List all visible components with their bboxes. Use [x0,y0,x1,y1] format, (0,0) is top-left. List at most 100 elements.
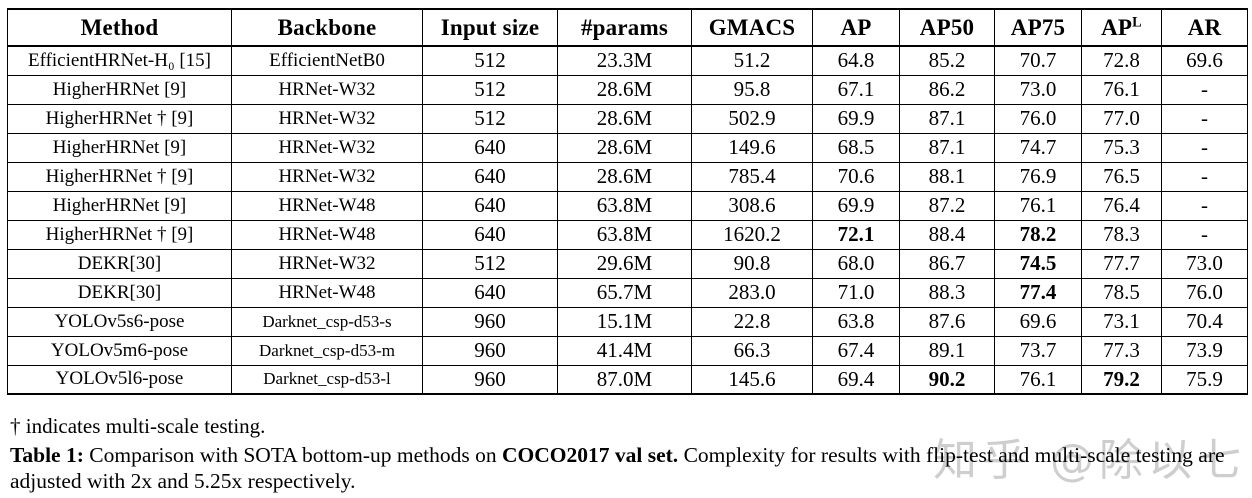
cell-method: HigherHRNet † [9] [7,161,232,192]
cell-backbone: Darknet_csp-d53-m [231,335,423,366]
column-header-superscript: L [1132,13,1142,30]
cell-ap-l: 76.5 [1081,161,1162,192]
cell-params: 28.6M [557,74,692,105]
cell-ap-l: 75.3 [1081,132,1162,163]
table-header: Method Backbone Input size #params GMACS AP AP… [7,8,1248,47]
table-caption: Table 1: Comparison with SOTA bottom-up … [10,442,1246,494]
cell-ap: 71.0 [812,277,900,308]
cell-ap-l: 76.4 [1081,190,1162,221]
caption-label: Table 1: [10,443,84,467]
cell-ap: 68.0 [812,248,900,279]
cell-backbone: HRNet-W32 [231,248,423,279]
footnote: † indicates multi-scale testing. [10,414,266,438]
results-table: Method Backbone Input size #params GMACS AP AP… [7,8,1248,395]
cell-input-size: 640 [422,190,558,221]
cell-input-size: 640 [422,161,558,192]
cell-gmacs: 90.8 [691,248,813,279]
header-row: Method Backbone Input size #params GMACS AP AP… [7,8,1248,47]
column-header-ap-l: APL [1081,8,1162,47]
cell-backbone: HRNet-W48 [231,219,423,250]
cell-ar: - [1161,161,1248,192]
cell-ap-l: 72.8 [1081,45,1162,76]
table-row: HigherHRNet [9] HRNet-W32 512 28.6M 95.8 67.1… [7,74,1248,105]
cell-backbone: HRNet-W48 [231,277,423,308]
cell-ap75: 70.7 [994,45,1082,76]
cell-ap50: 87.1 [899,103,995,134]
cell-params: 63.8M [557,219,692,250]
table-row: DEKR[30] HRNet-W32 512 29.6M 90.8 68.0 86.7 74.… [7,248,1248,279]
cell-ap75: 69.6 [994,306,1082,337]
cell-ap50: 87.6 [899,306,995,337]
cell-ar: - [1161,190,1248,221]
table-row: HigherHRNet † [9] HRNet-W32 512 28.6M 502.9 6… [7,103,1248,134]
cell-ap50: 86.7 [899,248,995,279]
column-header-gmacs: GMACS [691,8,813,47]
cell-ap50: 90.2 [899,364,995,395]
cell-input-size: 960 [422,335,558,366]
column-header-ap50: AP50 [899,8,995,47]
cell-ap: 72.1 [812,219,900,250]
cell-gmacs: 785.4 [691,161,813,192]
cell-gmacs: 66.3 [691,335,813,366]
cell-method: HigherHRNet † [9] [7,103,232,134]
cell-gmacs: 1620.2 [691,219,813,250]
cell-ap-l: 77.7 [1081,248,1162,279]
cell-method: HigherHRNet [9] [7,190,232,221]
cell-method: YOLOv5s6-pose [7,306,232,337]
column-header-ap: AP [812,8,900,47]
cell-ap50: 88.1 [899,161,995,192]
cell-ap75: 77.4 [994,277,1082,308]
cell-ap50: 88.3 [899,277,995,308]
cell-backbone: HRNet-W32 [231,161,423,192]
cell-backbone: HRNet-W32 [231,74,423,105]
cell-backbone: HRNet-W48 [231,190,423,221]
cell-method: HigherHRNet † [9] [7,219,232,250]
cell-method: DEKR[30] [7,248,232,279]
cell-ap75: 74.7 [994,132,1082,163]
cell-input-size: 960 [422,306,558,337]
cell-ap75: 78.2 [994,219,1082,250]
cell-backbone: Darknet_csp-d53-s [231,306,423,337]
cell-ap: 64.8 [812,45,900,76]
cell-ar: - [1161,74,1248,105]
cell-ar: - [1161,132,1248,163]
cell-ar: 76.0 [1161,277,1248,308]
cell-ar: - [1161,219,1248,250]
cell-ap: 68.5 [812,132,900,163]
cell-input-size: 512 [422,248,558,279]
cell-backbone: HRNet-W32 [231,132,423,163]
cell-ap-l: 78.5 [1081,277,1162,308]
cell-params: 28.6M [557,161,692,192]
cell-ap75: 74.5 [994,248,1082,279]
cell-ar: 75.9 [1161,364,1248,395]
cell-params: 29.6M [557,248,692,279]
cell-input-size: 640 [422,132,558,163]
cell-params: 28.6M [557,103,692,134]
cell-ap-l: 79.2 [1081,364,1162,395]
cell-params: 65.7M [557,277,692,308]
cell-ap: 69.4 [812,364,900,395]
cell-ap-l: 77.0 [1081,103,1162,134]
column-header-method: Method [7,8,232,47]
cell-ap-l: 73.1 [1081,306,1162,337]
cell-ap: 67.1 [812,74,900,105]
table-row: YOLOv5l6-pose Darknet_csp-d53-l 960 87.0M 14… [7,364,1248,395]
table-row: HigherHRNet [9] HRNet-W32 640 28.6M 149.6 68.… [7,132,1248,163]
cell-ap50: 85.2 [899,45,995,76]
table-row: YOLOv5m6-pose Darknet_csp-d53-m 960 41.4M 66… [7,335,1248,366]
table-row: EfficientHRNet-H₀ [15] EfficientNetB0 512 2… [7,45,1248,76]
cell-gmacs: 283.0 [691,277,813,308]
column-header-params: #params [557,8,692,47]
table-row: YOLOv5s6-pose Darknet_csp-d53-s 960 15.1M 22… [7,306,1248,337]
cell-ap75: 76.0 [994,103,1082,134]
cell-ap50: 87.1 [899,132,995,163]
table-row: HigherHRNet † [9] HRNet-W48 640 63.8M 1620.2… [7,219,1248,250]
cell-gmacs: 51.2 [691,45,813,76]
cell-ap75: 73.7 [994,335,1082,366]
cell-params: 41.4M [557,335,692,366]
cell-input-size: 640 [422,219,558,250]
cell-gmacs: 145.6 [691,364,813,395]
cell-ap: 69.9 [812,103,900,134]
cell-gmacs: 95.8 [691,74,813,105]
